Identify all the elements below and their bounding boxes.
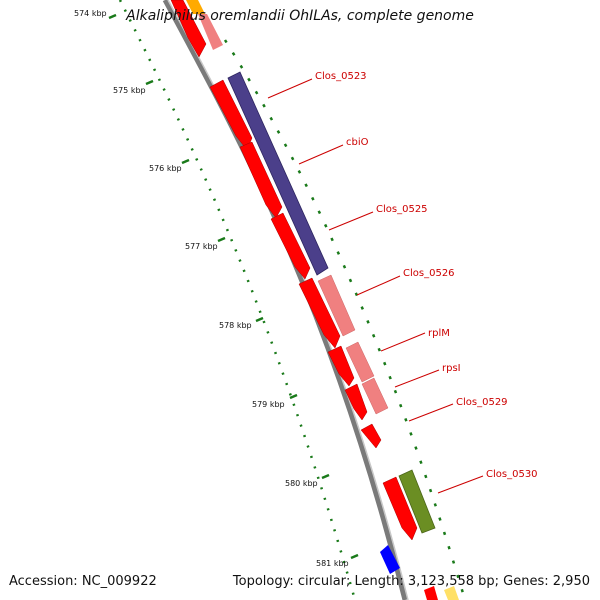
topology-text: Topology: circular; Length: 3,123,558 bp…	[232, 574, 590, 589]
tick-label: 580 kbp	[285, 479, 318, 488]
leader-line	[408, 403, 454, 422]
leader-line	[267, 78, 313, 99]
tick-label: 579 kbp	[252, 400, 285, 409]
tick-label: 578 kbp	[219, 321, 252, 330]
gene-label[interactable]: Clos_0526	[403, 268, 455, 279]
gene-label[interactable]: Clos_0529	[456, 397, 508, 408]
label-leader-lines	[267, 78, 484, 494]
gene-feature-top-orange[interactable]	[186, 0, 205, 14]
gene-feature-top-red[interactable]	[170, 0, 207, 58]
tick-580	[321, 473, 330, 480]
gene-feature-blue[interactable]	[380, 545, 400, 574]
tick-label: 577 kbp	[185, 242, 218, 251]
leader-line	[380, 332, 426, 352]
tick-577	[217, 236, 226, 243]
genome-backbone-shadow	[167, 0, 409, 600]
gene-feature-cds[interactable]	[360, 423, 382, 449]
gene-feature-reverse[interactable]	[361, 377, 389, 415]
tick-label: 576 kbp	[149, 164, 182, 173]
gene-label[interactable]: rpsI	[442, 363, 461, 374]
gene-feature-green[interactable]	[398, 469, 436, 534]
leader-line	[328, 211, 374, 231]
gene-feature-purple[interactable]	[227, 71, 329, 276]
genome-backbone	[162, 0, 408, 600]
gene-label[interactable]: Clos_0523	[315, 71, 367, 82]
gene-feature-cds[interactable]	[424, 586, 438, 600]
tick-574	[108, 13, 117, 20]
gene-label[interactable]: Clos_0525	[376, 204, 428, 215]
tick-label: 575 kbp	[113, 86, 146, 95]
kbp-tick-labels: 574 kbp 575 kbp 576 kbp 577 kbp 578 kbp …	[74, 9, 349, 568]
tick-label: 574 kbp	[74, 9, 107, 18]
tick-578	[255, 316, 264, 323]
gene-feature-top-pink[interactable]	[198, 14, 223, 50]
leader-line	[356, 275, 401, 296]
feature-dotted-ring	[223, 39, 467, 600]
gene-feature-cds[interactable]	[327, 345, 355, 387]
tick-576	[181, 158, 190, 165]
gene-feature-cds[interactable]	[382, 476, 418, 541]
kbp-tick-marks	[108, 13, 359, 560]
tick-579	[289, 393, 298, 400]
gene-label[interactable]: Clos_0530	[486, 469, 538, 480]
map-title: Alkaliphilus oremlandii OhILAs, complete…	[126, 8, 474, 24]
gene-feature-cds[interactable]	[239, 141, 283, 219]
leader-line	[394, 369, 440, 388]
gene-feature-cds[interactable]	[298, 277, 341, 349]
tick-575	[145, 79, 154, 86]
gene-feature-cds[interactable]	[344, 383, 368, 421]
accession-text: Accession: NC_009922	[9, 574, 157, 589]
gene-label[interactable]: rplM	[428, 328, 450, 339]
gene-feature-reverse[interactable]	[317, 274, 356, 337]
gene-feature-bottom-yellow[interactable]	[444, 586, 459, 600]
gene-labels: Clos_0523 cbiO Clos_0525 Clos_0526 rplM …	[315, 71, 538, 480]
gene-label[interactable]: cbiO	[346, 137, 369, 148]
leader-line	[298, 144, 344, 165]
gene-feature-cds[interactable]	[270, 212, 311, 280]
tick-label: 581 kbp	[316, 559, 349, 568]
gene-feature-reverse[interactable]	[345, 341, 375, 383]
tick-581	[350, 553, 359, 560]
leader-line	[437, 475, 484, 494]
